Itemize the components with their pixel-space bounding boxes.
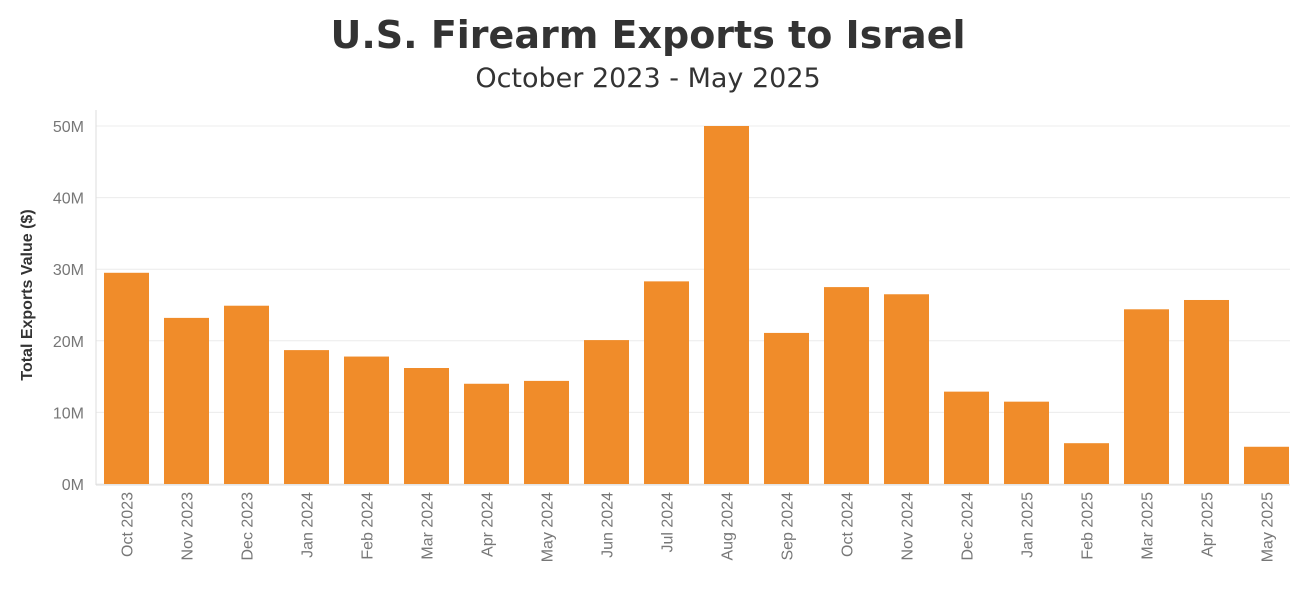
bar bbox=[644, 281, 689, 484]
y-tick-label: 10M bbox=[53, 405, 84, 422]
bar bbox=[584, 340, 629, 484]
bar bbox=[344, 356, 389, 484]
y-tick-label: 0M bbox=[62, 477, 84, 494]
y-axis-ticks: 0M 10M 20M 30M 40M 50M bbox=[53, 119, 84, 494]
bar bbox=[164, 317, 209, 484]
x-tick-label: Mar 2025 bbox=[1140, 492, 1157, 560]
x-tick-label: May 2024 bbox=[540, 492, 557, 562]
x-tick-label: Nov 2023 bbox=[180, 492, 197, 561]
bar bbox=[704, 126, 749, 484]
bar bbox=[1064, 443, 1109, 484]
x-axis-ticks: Oct 2023 Nov 2023 Dec 2023 Jan 2024 Feb 2024… bbox=[120, 492, 1277, 562]
bar bbox=[764, 332, 809, 484]
x-tick-label: Feb 2024 bbox=[360, 492, 377, 560]
bar bbox=[284, 350, 329, 484]
x-tick-label: Jan 2025 bbox=[1020, 492, 1037, 558]
bar bbox=[404, 368, 449, 484]
x-tick-label: Dec 2024 bbox=[960, 492, 977, 561]
y-tick-label: 20M bbox=[53, 334, 84, 351]
bar bbox=[1244, 446, 1289, 484]
bar bbox=[524, 380, 569, 484]
x-tick-label: Sep 2024 bbox=[780, 492, 797, 561]
gridlines bbox=[95, 110, 1290, 486]
bar bbox=[224, 305, 269, 484]
bar bbox=[1184, 299, 1229, 484]
x-tick-label: Dec 2023 bbox=[240, 492, 257, 561]
y-tick-label: 50M bbox=[53, 119, 84, 136]
x-tick-label: Apr 2025 bbox=[1200, 492, 1217, 557]
bar bbox=[104, 272, 149, 484]
x-tick-label: Oct 2023 bbox=[120, 492, 137, 557]
x-tick-label: Apr 2024 bbox=[480, 492, 497, 557]
y-axis-label: Total Exports Value ($) bbox=[19, 209, 36, 380]
x-tick-label: Jul 2024 bbox=[660, 492, 677, 553]
bar bbox=[824, 287, 869, 484]
x-tick-label: May 2025 bbox=[1260, 492, 1277, 562]
chart-subtitle: October 2023 - May 2025 bbox=[475, 63, 820, 94]
bar bbox=[944, 391, 989, 484]
bars bbox=[104, 126, 1289, 484]
x-tick-label: Oct 2024 bbox=[840, 492, 857, 557]
x-tick-label: Feb 2025 bbox=[1080, 492, 1097, 560]
x-tick-label: Aug 2024 bbox=[720, 492, 737, 561]
y-tick-label: 40M bbox=[53, 191, 84, 208]
bar bbox=[464, 383, 509, 484]
x-tick-label: Jan 2024 bbox=[300, 492, 317, 558]
y-tick-label: 30M bbox=[53, 262, 84, 279]
bar bbox=[1004, 401, 1049, 484]
bar bbox=[1124, 309, 1169, 484]
x-tick-label: Nov 2024 bbox=[900, 492, 917, 561]
x-tick-label: Jun 2024 bbox=[600, 492, 617, 558]
chart-title: U.S. Firearm Exports to Israel bbox=[331, 13, 966, 57]
bar bbox=[884, 294, 929, 484]
x-tick-label: Mar 2024 bbox=[420, 492, 437, 560]
